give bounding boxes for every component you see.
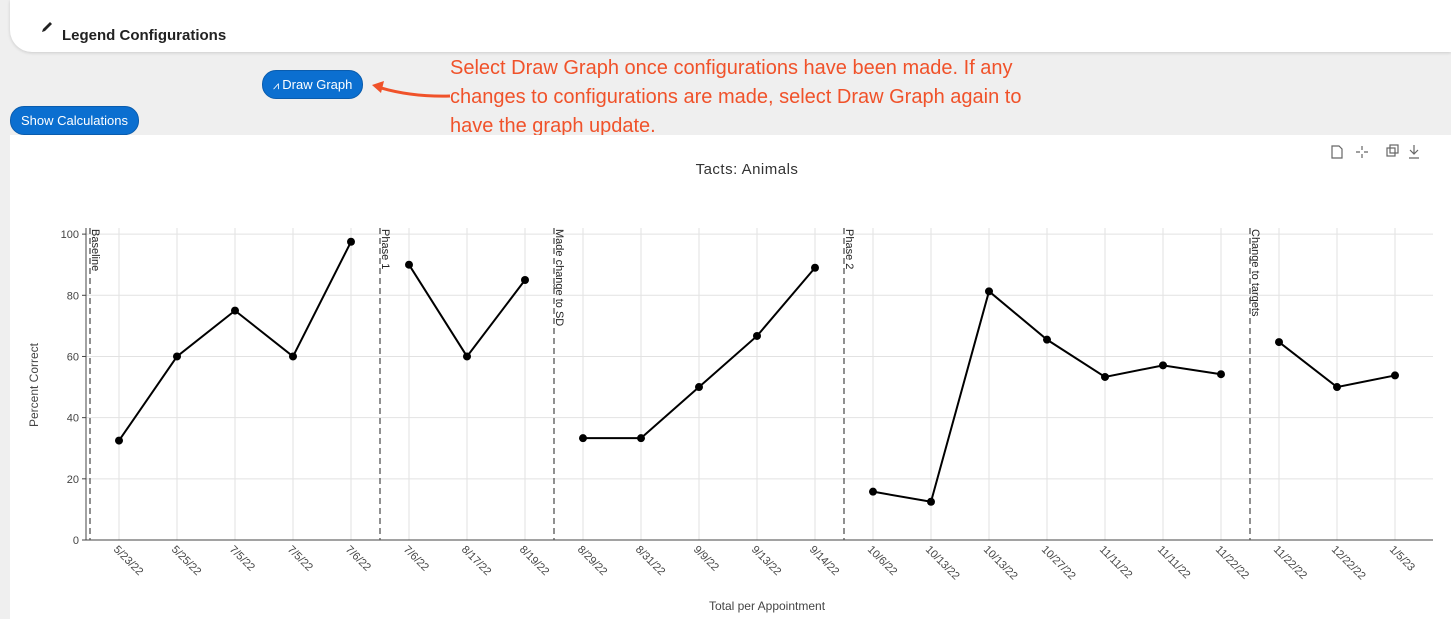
data-point: [521, 276, 529, 284]
data-point: [1043, 335, 1051, 344]
data-point: [1391, 371, 1399, 380]
data-point: [637, 434, 645, 443]
data-point: [927, 497, 935, 506]
edit-icon: [42, 22, 52, 32]
toolbar[interactable]: [1331, 144, 1419, 159]
data-point: [579, 434, 587, 443]
data-point: [695, 383, 703, 392]
data-point: [1333, 383, 1341, 392]
button-label: Show Calculations: [21, 113, 128, 128]
button-label: Draw Graph: [282, 77, 353, 92]
data-point: [1159, 361, 1167, 370]
data-point: [985, 287, 993, 296]
data-point: [1217, 370, 1225, 379]
draw-graph-button[interactable]: ⩘ Draw Graph: [262, 70, 364, 99]
data-point: [289, 352, 297, 361]
data-point: [231, 306, 239, 315]
y-tick-label: 40: [67, 413, 79, 425]
phase-label: Baseline: [89, 229, 101, 271]
legend-config-card[interactable]: Legend Configurations: [10, 0, 1451, 52]
data-point: [1275, 338, 1283, 347]
phase-label: Phase 1: [379, 229, 391, 269]
annotation-line: changes to configurations are made, sele…: [450, 86, 1022, 108]
card-title: Legend Configurations: [62, 27, 227, 44]
arrow: [372, 81, 451, 98]
annotation-line: Select Draw Graph once configurations ha…: [450, 57, 1013, 79]
y-axis-label: Percent Correct: [27, 342, 41, 427]
y-tick-label: 100: [61, 229, 79, 241]
y-tick-label: 60: [67, 351, 79, 363]
phase-label: Change to targets: [1249, 229, 1261, 317]
chart-background: [10, 135, 1451, 619]
show-calculations-button[interactable]: Show Calculations: [10, 106, 139, 135]
x-axis-label: Total per Appointment: [709, 599, 826, 613]
phase-label: Phase 2: [843, 229, 855, 269]
phase-label: Made change to SD: [553, 229, 565, 326]
data-point: [1101, 372, 1109, 381]
data-point: [753, 331, 761, 340]
data-point: [463, 352, 471, 361]
data-point: [115, 436, 123, 445]
y-tick-label: 20: [67, 474, 79, 486]
annotation: Select Draw Graph once configurations ha…: [450, 54, 1021, 141]
data-point: [347, 237, 355, 246]
data-point: [811, 263, 819, 272]
chart: Tacts: Animals Total per Appointment Per…: [10, 135, 1451, 619]
data-point: [405, 260, 413, 269]
data-point: [869, 487, 877, 496]
annotation-line: have the graph update.: [450, 115, 656, 137]
y-tick-label: 0: [73, 535, 79, 547]
data-point: [173, 352, 181, 361]
chart-title: Tacts: Animals: [696, 161, 799, 178]
y-tick-label: 80: [67, 290, 79, 302]
